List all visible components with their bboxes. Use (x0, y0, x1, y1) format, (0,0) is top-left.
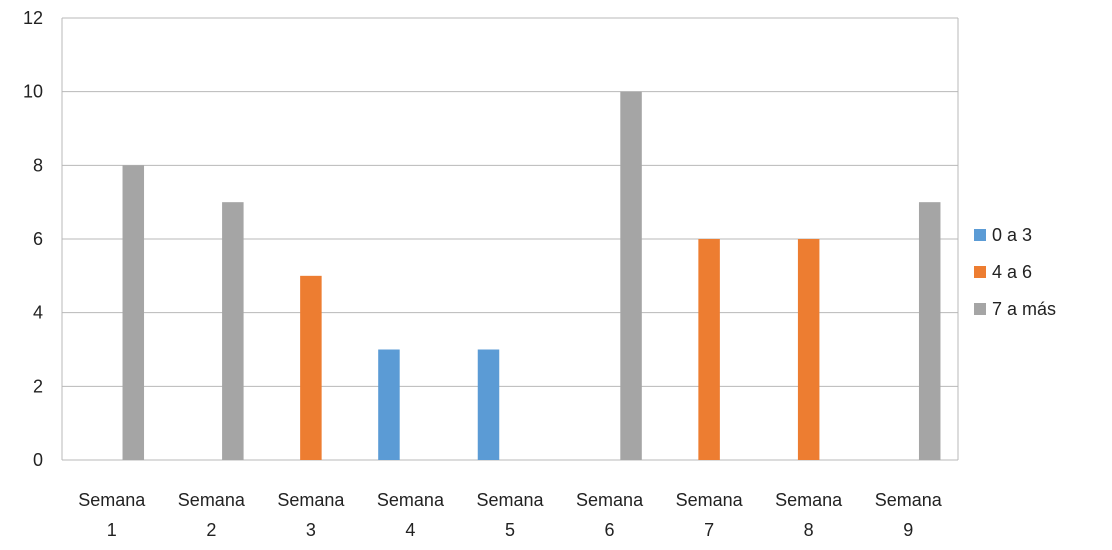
x-tick-label: 6 (605, 520, 615, 540)
y-tick-label: 6 (33, 229, 43, 249)
x-tick-label: Semana (277, 490, 345, 510)
legend-swatch (974, 266, 986, 278)
y-axis-ticks: 0 2 4 6 8 10 12 (23, 8, 43, 470)
legend: 0 a 3 4 a 6 7 a más (974, 225, 1056, 319)
x-tick-label: 8 (804, 520, 814, 540)
x-tick-label: Semana (476, 490, 544, 510)
x-tick-label: Semana (377, 490, 445, 510)
legend-swatch (974, 229, 986, 241)
y-tick-label: 4 (33, 303, 43, 323)
bar-7-a-más-cat-1 (122, 165, 145, 461)
x-tick-label: Semana (576, 490, 644, 510)
y-tick-label: 0 (33, 450, 43, 470)
legend-label: 0 a 3 (992, 225, 1032, 245)
y-tick-label: 12 (23, 8, 43, 28)
legend-label: 7 a más (992, 299, 1056, 319)
x-tick-label: Semana (775, 490, 843, 510)
x-tick-label: 9 (903, 520, 913, 540)
x-axis-ticks: Semana 1 Semana 2 Semana 3 Semana 4 Semana 5 Seman… (78, 490, 942, 540)
bar-4-a-6-cat-3 (300, 275, 322, 460)
bar-0-a-3-cat-5 (477, 349, 500, 460)
legend-swatch (974, 303, 986, 315)
bar-4-a-6-cat-8 (797, 239, 820, 460)
x-tick-label: Semana (78, 490, 146, 510)
y-tick-label: 10 (23, 82, 43, 102)
y-tick-label: 8 (33, 155, 43, 175)
legend-label: 4 a 6 (992, 262, 1032, 282)
bars (122, 91, 941, 461)
gridlines (61, 17, 959, 461)
x-tick-label: Semana (178, 490, 246, 510)
x-tick-label: 1 (107, 520, 117, 540)
bar-4-a-6-cat-7 (698, 239, 720, 460)
bar-0-a-3-cat-4 (378, 349, 400, 460)
x-tick-label: 5 (505, 520, 515, 540)
bar-7-a-más-cat-6 (620, 91, 642, 461)
x-tick-label: 2 (206, 520, 216, 540)
bar-7-a-más-cat-2 (222, 202, 244, 460)
y-tick-label: 2 (33, 376, 43, 396)
x-tick-label: 3 (306, 520, 316, 540)
x-tick-label: Semana (875, 490, 943, 510)
x-tick-label: Semana (676, 490, 744, 510)
x-tick-label: 7 (704, 520, 714, 540)
bar-7-a-más-cat-9 (918, 202, 941, 460)
x-tick-label: 4 (405, 520, 415, 540)
